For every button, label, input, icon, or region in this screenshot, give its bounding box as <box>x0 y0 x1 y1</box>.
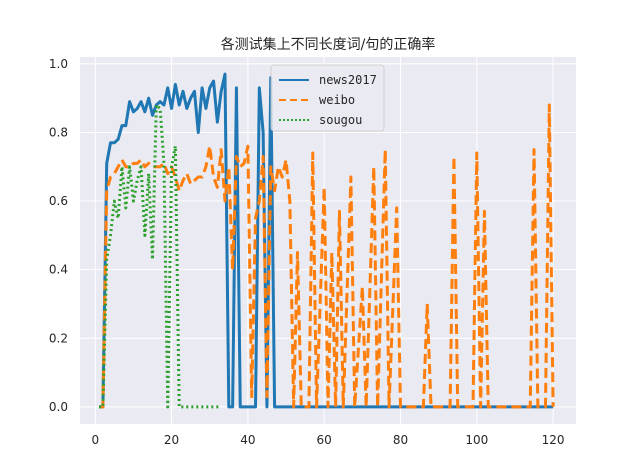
x-tick-label: 20 <box>164 433 179 447</box>
x-tick-label: 40 <box>240 433 255 447</box>
x-tick-label: 100 <box>465 433 488 447</box>
y-tick-label: 0.0 <box>49 400 68 414</box>
series-layer <box>99 72 555 409</box>
legend-label-sougou: sougou <box>319 113 362 127</box>
grid-lines <box>80 57 576 424</box>
y-tick-label: 0.8 <box>49 125 68 139</box>
series-line-sougou <box>99 103 222 409</box>
y-tick-labels: 0.0 0.2 0.4 0.6 0.8 1.0 <box>49 57 68 414</box>
y-tick-label: 0.4 <box>49 263 68 277</box>
chart-title: 各测试集上不同长度词/句的正确率 <box>221 36 436 53</box>
series-line-news2017 <box>99 72 554 409</box>
legend-label-news2017: news2017 <box>319 73 377 87</box>
legend-label-weibo: weibo <box>319 93 355 107</box>
x-tick-label: 0 <box>91 433 99 447</box>
x-tick-label: 60 <box>317 433 332 447</box>
legend-box <box>270 64 385 132</box>
x-tick-labels: 0 20 40 60 80 100 120 <box>91 433 564 447</box>
legend: news2017 weibo sougou <box>270 64 385 132</box>
y-tick-label: 0.2 <box>49 331 68 345</box>
y-tick-label: 0.6 <box>49 194 68 208</box>
x-tick-label: 80 <box>393 433 408 447</box>
x-tick-label: 120 <box>542 433 565 447</box>
y-tick-label: 1.0 <box>49 57 68 71</box>
